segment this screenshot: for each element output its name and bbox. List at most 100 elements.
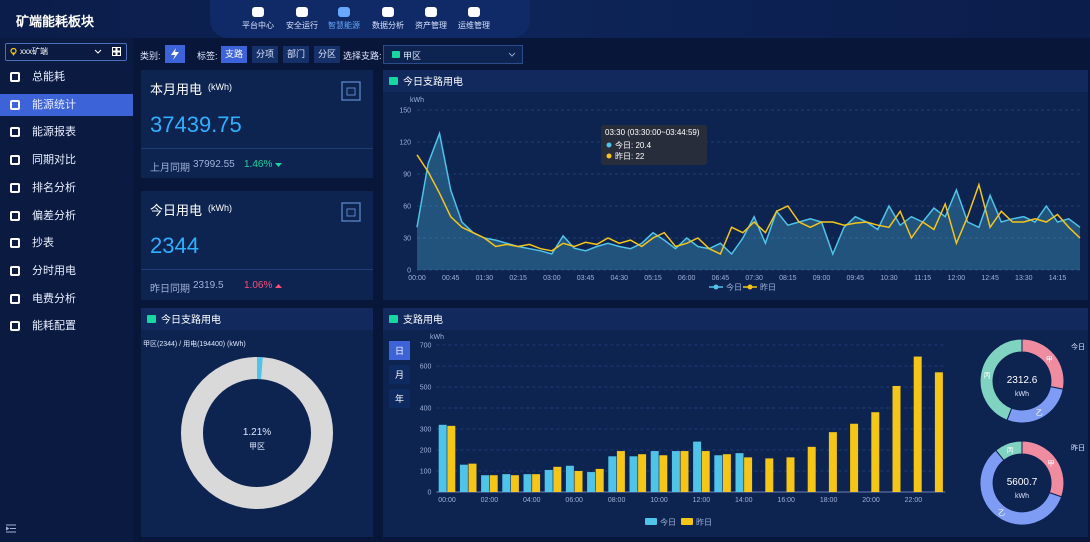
tag-button[interactable]: 部门 bbox=[283, 46, 310, 63]
nav-label: 运维管理 bbox=[458, 21, 490, 30]
menu-item[interactable]: 排名分析 bbox=[0, 177, 133, 199]
menu-item[interactable]: 能源报表 bbox=[0, 121, 133, 143]
menu-item[interactable]: 分时用电 bbox=[0, 260, 133, 282]
compare-value: 2319.5 bbox=[193, 280, 224, 291]
menu-label: 能耗配置 bbox=[32, 320, 76, 333]
period-button[interactable]: 日 bbox=[389, 341, 410, 360]
y-tick-label: 0 bbox=[427, 490, 431, 497]
slice-label: 乙 bbox=[1036, 409, 1043, 417]
period-button[interactable]: 月 bbox=[389, 365, 410, 384]
branch-select[interactable]: 甲区 bbox=[383, 45, 523, 64]
nav-icon bbox=[296, 7, 308, 17]
icon-shape bbox=[338, 7, 350, 17]
legend-label: 昨日 bbox=[696, 517, 712, 527]
x-tick-label: 12:00 bbox=[948, 275, 966, 282]
menu-item[interactable]: 总能耗 bbox=[0, 66, 133, 88]
bar bbox=[523, 474, 532, 492]
line bbox=[416, 154, 1081, 256]
bar bbox=[714, 455, 723, 492]
panel-title: 今日支路用电 bbox=[403, 75, 463, 88]
nav-item[interactable]: 运维管理 bbox=[452, 6, 496, 31]
bar bbox=[659, 455, 668, 492]
donut-unit: kWh bbox=[1015, 493, 1029, 500]
category-button[interactable] bbox=[165, 45, 185, 63]
trend-arrow bbox=[275, 163, 282, 167]
x-tick-label: 02:00 bbox=[481, 497, 499, 504]
card-value: 37439.75 bbox=[150, 112, 242, 137]
period-label: 年 bbox=[395, 393, 404, 404]
x-tick-label: 12:45 bbox=[981, 275, 999, 282]
menu-label: 能源统计 bbox=[32, 98, 76, 111]
y-tick-label: 500 bbox=[420, 385, 432, 392]
menu-icon bbox=[10, 238, 20, 249]
branch-label: 选择支路: bbox=[343, 51, 382, 61]
nav-item[interactable]: 数据分析 bbox=[366, 6, 410, 31]
divider bbox=[141, 148, 373, 149]
menu-item[interactable]: 能耗配置 bbox=[0, 315, 133, 337]
bar bbox=[671, 451, 680, 492]
nav-icon bbox=[338, 7, 350, 17]
slice-label: 甲 bbox=[1047, 459, 1054, 467]
card-value: 2344 bbox=[150, 233, 199, 258]
x-tick-label: 13:30 bbox=[1015, 275, 1033, 282]
bar bbox=[722, 454, 731, 492]
nav-item[interactable]: 智慧能源 bbox=[322, 6, 366, 31]
menu-icon bbox=[10, 99, 20, 110]
x-tick-label: 08:15 bbox=[779, 275, 797, 282]
divider bbox=[141, 269, 373, 270]
tag-button[interactable]: 分区 bbox=[314, 46, 341, 63]
collapse-icon[interactable] bbox=[6, 524, 16, 533]
branch-icon bbox=[392, 51, 400, 58]
bar bbox=[574, 471, 583, 492]
donut-label: 今日 bbox=[1071, 342, 1085, 351]
bar bbox=[502, 474, 511, 492]
day-card: 今日用电 (kWh) 2344 昨日同期 2319.5 1.06% bbox=[141, 191, 373, 300]
panel-title: 支路用电 bbox=[403, 313, 443, 326]
y-tick-label: 120 bbox=[399, 140, 411, 147]
nav-item[interactable]: 资产管理 bbox=[409, 6, 453, 31]
menu-label: 分时用电 bbox=[32, 264, 76, 277]
tag-button[interactable]: 支路 bbox=[221, 46, 248, 63]
menu-icon bbox=[10, 155, 20, 166]
nav-item[interactable]: 平台中心 bbox=[236, 6, 280, 31]
bar bbox=[532, 474, 541, 492]
period-button[interactable]: 年 bbox=[389, 389, 410, 408]
x-tick-label: 06:45 bbox=[712, 275, 730, 282]
tooltip-line: 昨日: 22 bbox=[615, 151, 645, 161]
change: 1.46% bbox=[244, 159, 273, 170]
x-tick-label: 04:00 bbox=[523, 497, 541, 504]
bar bbox=[468, 463, 477, 492]
menu-item[interactable]: 同期对比 bbox=[0, 149, 133, 171]
arrow-shape bbox=[275, 284, 282, 288]
panel-title: 今日支路用电 bbox=[161, 313, 221, 326]
menu-item[interactable]: 能源统计 bbox=[0, 93, 133, 116]
bar bbox=[828, 432, 837, 492]
card-icon bbox=[341, 81, 361, 101]
y-tick-label: 700 bbox=[420, 343, 432, 350]
x-tick-label: 20:00 bbox=[862, 497, 880, 504]
slice-label: 丙 bbox=[984, 372, 991, 380]
donut-slice bbox=[995, 440, 1023, 462]
menu-label: 能源报表 bbox=[32, 126, 76, 139]
title-bar bbox=[383, 308, 1088, 330]
x-tick-label: 06:00 bbox=[565, 497, 583, 504]
menu-icon bbox=[10, 127, 20, 138]
mine-select[interactable]: xxx矿端 bbox=[5, 43, 127, 61]
menu-item[interactable]: 抄表 bbox=[0, 232, 133, 254]
menu-item[interactable]: 偏差分析 bbox=[0, 205, 133, 227]
menu-label: 总能耗 bbox=[32, 71, 65, 83]
bar bbox=[913, 356, 922, 492]
menu-item[interactable]: 电费分析 bbox=[0, 288, 133, 310]
sidebar bbox=[0, 38, 133, 542]
x-tick-label: 00:00 bbox=[438, 497, 456, 504]
x-tick-label: 14:15 bbox=[1049, 275, 1067, 282]
donut-slice bbox=[1021, 440, 1065, 498]
x-tick-label: 08:00 bbox=[608, 497, 626, 504]
grid-icon[interactable] bbox=[112, 47, 121, 56]
bar bbox=[735, 453, 744, 492]
tag-button[interactable]: 分项 bbox=[252, 46, 279, 63]
nav-item[interactable]: 安全运行 bbox=[280, 6, 324, 31]
period-bg bbox=[389, 365, 410, 384]
line-chart-panel: 今日支路用电 kWh 0 30 60 90 120 150 00:00 00:45 01:30 02:… bbox=[383, 70, 1088, 300]
